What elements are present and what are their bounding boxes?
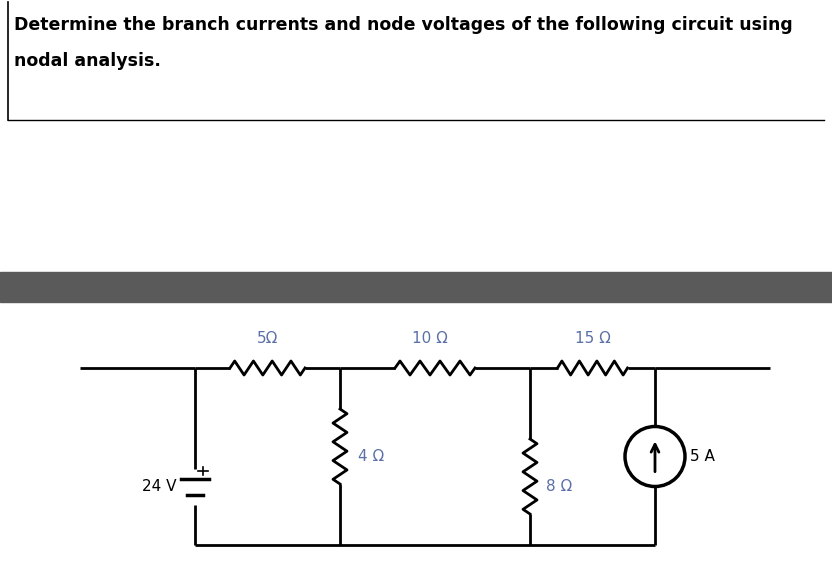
- Text: 8 Ω: 8 Ω: [546, 479, 572, 494]
- Text: 24 V: 24 V: [142, 479, 177, 494]
- Text: 10 Ω: 10 Ω: [412, 331, 448, 346]
- Text: 4 Ω: 4 Ω: [358, 449, 384, 464]
- Text: 5 A: 5 A: [690, 449, 715, 464]
- Bar: [0, 272, 832, 302]
- Text: 5Ω: 5Ω: [257, 331, 278, 346]
- Text: Determine the branch currents and node voltages of the following circuit using: Determine the branch currents and node v…: [14, 16, 793, 34]
- Text: nodal analysis.: nodal analysis.: [14, 52, 161, 70]
- Text: 15 Ω: 15 Ω: [575, 331, 611, 346]
